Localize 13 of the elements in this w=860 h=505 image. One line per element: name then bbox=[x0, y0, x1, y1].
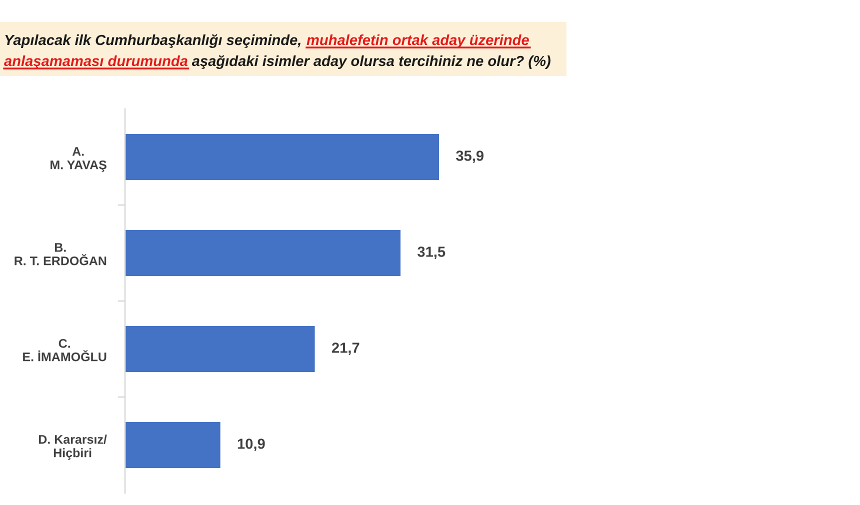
data-label: 10,9 bbox=[238, 438, 265, 452]
y-tick-label: D. Kararsız/ Hiçbiri bbox=[39, 434, 107, 460]
data-label: 35,9 bbox=[456, 150, 484, 164]
data-label: 31,5 bbox=[418, 246, 446, 260]
chart-title: Yapılacak ilk Cumhurbaşkanlığı seçiminde, muhalefetin ortak aday üzerinde anlaşamaması durumunda aşağıdaki isimler aday olursa tercihiniz ne olur? (%) bbox=[4, 34, 550, 70]
bar bbox=[125, 422, 220, 468]
bar bbox=[125, 326, 315, 372]
bar bbox=[125, 134, 439, 180]
y-tick-label: A. M. YAVAŞ bbox=[50, 147, 106, 172]
y-tick-label: B. R. T. ERDOĞAN bbox=[14, 243, 106, 266]
bar bbox=[125, 230, 401, 276]
y-tick-label: C. E. İMAMOĞLU bbox=[23, 338, 106, 362]
data-label: 21,7 bbox=[332, 342, 360, 356]
